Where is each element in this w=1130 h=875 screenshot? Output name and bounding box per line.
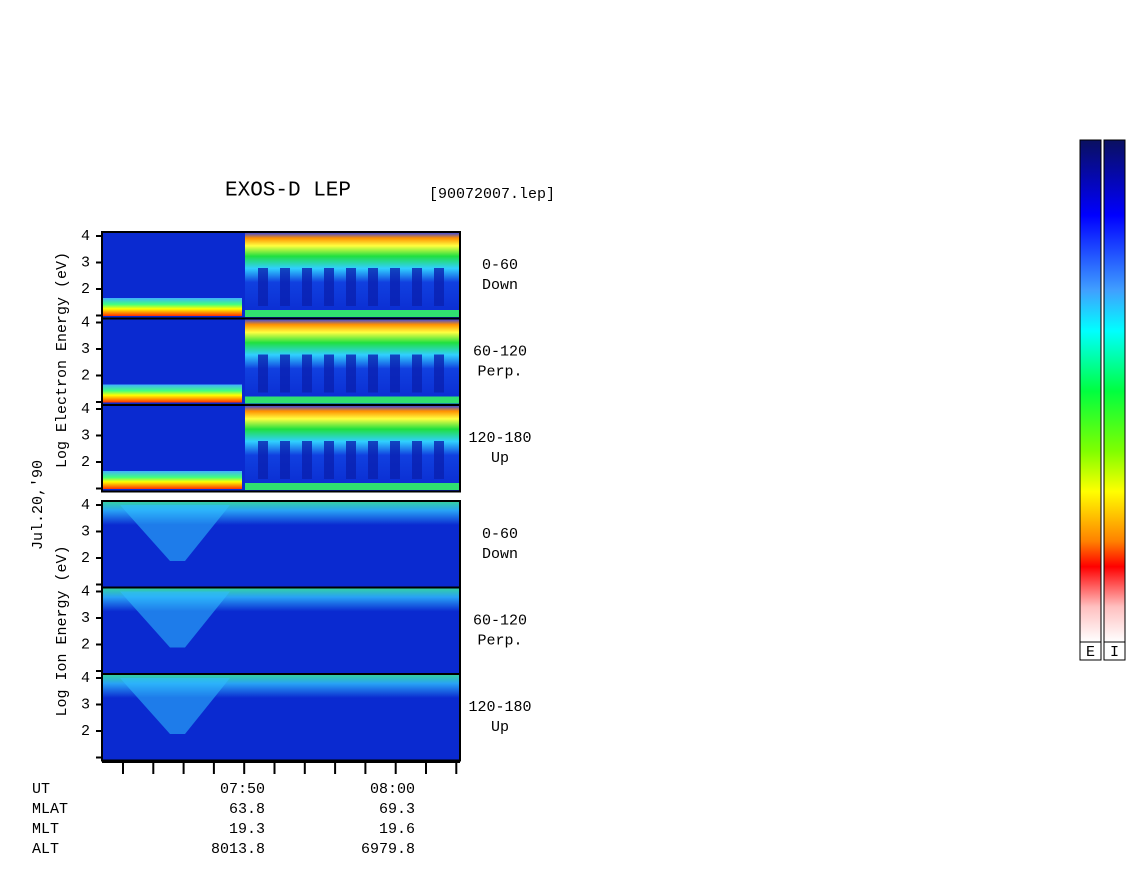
spectrogram-gap: [412, 268, 422, 306]
ephemeris-value: 8013.8: [211, 841, 265, 858]
energy-tick-label: 4: [81, 583, 90, 600]
spectrogram-gap: [302, 441, 312, 479]
spectrogram-gap: [368, 268, 378, 306]
energy-tick-label: 3: [81, 523, 90, 540]
energy-tick-label: 3: [81, 341, 90, 358]
direction-label: Perp.: [477, 633, 522, 650]
direction-label: Up: [491, 719, 509, 736]
pitch-label: 120-180: [468, 430, 531, 447]
direction-label: Down: [482, 277, 518, 294]
ephemeris-value: 63.8: [229, 801, 265, 818]
ephemeris-label: UT: [32, 781, 50, 798]
colorbar: [1079, 139, 1102, 643]
ephemeris-label: ALT: [32, 841, 59, 858]
electron-axis-label: Log Electron Energy (eV): [54, 252, 71, 468]
spectrogram-gap: [346, 268, 356, 306]
spectrogram-gap: [258, 354, 268, 393]
ephemeris-label: MLT: [32, 821, 59, 838]
spectrogram-gap: [258, 268, 268, 306]
spectrogram-gap: [390, 441, 400, 479]
energy-tick-label: 2: [81, 550, 90, 567]
energy-tick-label: 4: [81, 228, 90, 245]
energy-tick-label: 3: [81, 427, 90, 444]
ion-axis-label: Log Ion Energy (eV): [54, 545, 71, 716]
spectrogram-gap: [390, 354, 400, 393]
spectrogram-gap: [302, 354, 312, 393]
energy-tick-label: 2: [81, 454, 90, 471]
colorbar-label: I: [1110, 644, 1119, 661]
spectrogram-gap: [302, 268, 312, 306]
energy-tick-label: 2: [81, 723, 90, 740]
spectrogram-low: [102, 384, 242, 403]
energy-tick-label: 4: [81, 670, 90, 687]
spectrogram-gap: [258, 441, 268, 479]
pitch-label: 60-120: [473, 613, 527, 630]
spectrogram-gap: [280, 354, 290, 393]
spectrogram-cone: [120, 591, 230, 648]
spectrogram-gap: [434, 354, 444, 393]
spectrogram-gap: [346, 354, 356, 393]
direction-label: Perp.: [477, 364, 522, 381]
spectrogram-cone: [120, 678, 230, 734]
energy-tick-label: 3: [81, 254, 90, 271]
ephemeris-label: MLAT: [32, 801, 68, 818]
energy-tick-label: 3: [81, 610, 90, 627]
pitch-label: 0-60: [482, 257, 518, 274]
ephemeris-value: 19.3: [229, 821, 265, 838]
spectrogram-gap: [324, 268, 334, 306]
panel-frame: [101, 404, 461, 493]
spectrogram-gap: [434, 268, 444, 306]
file-name: [90072007.lep]: [429, 186, 555, 203]
spectrogram-gap: [412, 354, 422, 393]
spectrogram-gap: [368, 354, 378, 393]
spectrogram-gap: [368, 441, 378, 479]
energy-tick-label: 2: [81, 636, 90, 653]
colorbar-label: E: [1086, 644, 1095, 661]
pitch-label: 120-180: [468, 699, 531, 716]
ephemeris-value: 07:50: [220, 781, 265, 798]
energy-tick-label: 4: [81, 497, 90, 514]
spectrogram-gap: [412, 441, 422, 479]
spectrogram-band: [245, 483, 460, 490]
spectrogram-gap: [324, 441, 334, 479]
colorbar: [1103, 139, 1126, 643]
date-label: Jul.20,'90: [30, 460, 47, 550]
energy-tick-label: 4: [81, 401, 90, 418]
energy-tick-label: 4: [81, 314, 90, 331]
ephemeris-value: 6979.8: [361, 841, 415, 858]
ephemeris-value: 08:00: [370, 781, 415, 798]
pitch-label: 0-60: [482, 526, 518, 543]
direction-label: Down: [482, 546, 518, 563]
spectrogram-gap: [324, 354, 334, 393]
spectrogram-gap: [346, 441, 356, 479]
spectrogram-gap: [280, 441, 290, 479]
energy-tick-label: 3: [81, 696, 90, 713]
ephemeris-value: 19.6: [379, 821, 415, 838]
spectrogram-band: [245, 310, 460, 317]
spectrogram-gap: [434, 441, 444, 479]
colorbar-box: [1103, 641, 1126, 661]
spectrogram-gap: [390, 268, 400, 306]
panel-frame: [101, 673, 461, 762]
spectrogram-low: [102, 471, 242, 489]
direction-label: Up: [491, 450, 509, 467]
spectrogram-cone: [120, 505, 230, 561]
spectrogram-gap: [280, 268, 290, 306]
spectrogram-low: [102, 298, 242, 316]
ephemeris-value: 69.3: [379, 801, 415, 818]
colorbar-box: [1079, 641, 1102, 661]
pitch-label: 60-120: [473, 344, 527, 361]
spectrogram-band: [245, 396, 460, 404]
energy-tick-label: 2: [81, 367, 90, 384]
title: EXOS-D LEP: [225, 180, 351, 203]
energy-tick-label: 2: [81, 281, 90, 298]
